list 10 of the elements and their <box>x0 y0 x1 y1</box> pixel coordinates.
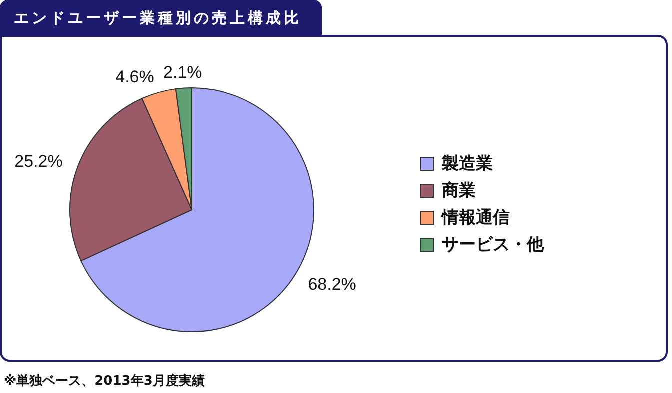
chart-title: エンドユーザー業種別の売上構成比 <box>0 0 322 36</box>
data-label: 2.1% <box>164 62 202 82</box>
data-label: 25.2% <box>14 152 63 171</box>
data-label: 68.2% <box>308 274 356 294</box>
legend-label: 商業 <box>442 180 476 202</box>
legend-label: 情報通信 <box>442 207 510 229</box>
legend-label: サービス・他 <box>442 234 544 256</box>
data-label: 4.6% <box>116 68 154 87</box>
text: ※単独ベース、2013年3月度実績 <box>4 372 205 390</box>
legend-label: 製造業 <box>442 153 493 175</box>
